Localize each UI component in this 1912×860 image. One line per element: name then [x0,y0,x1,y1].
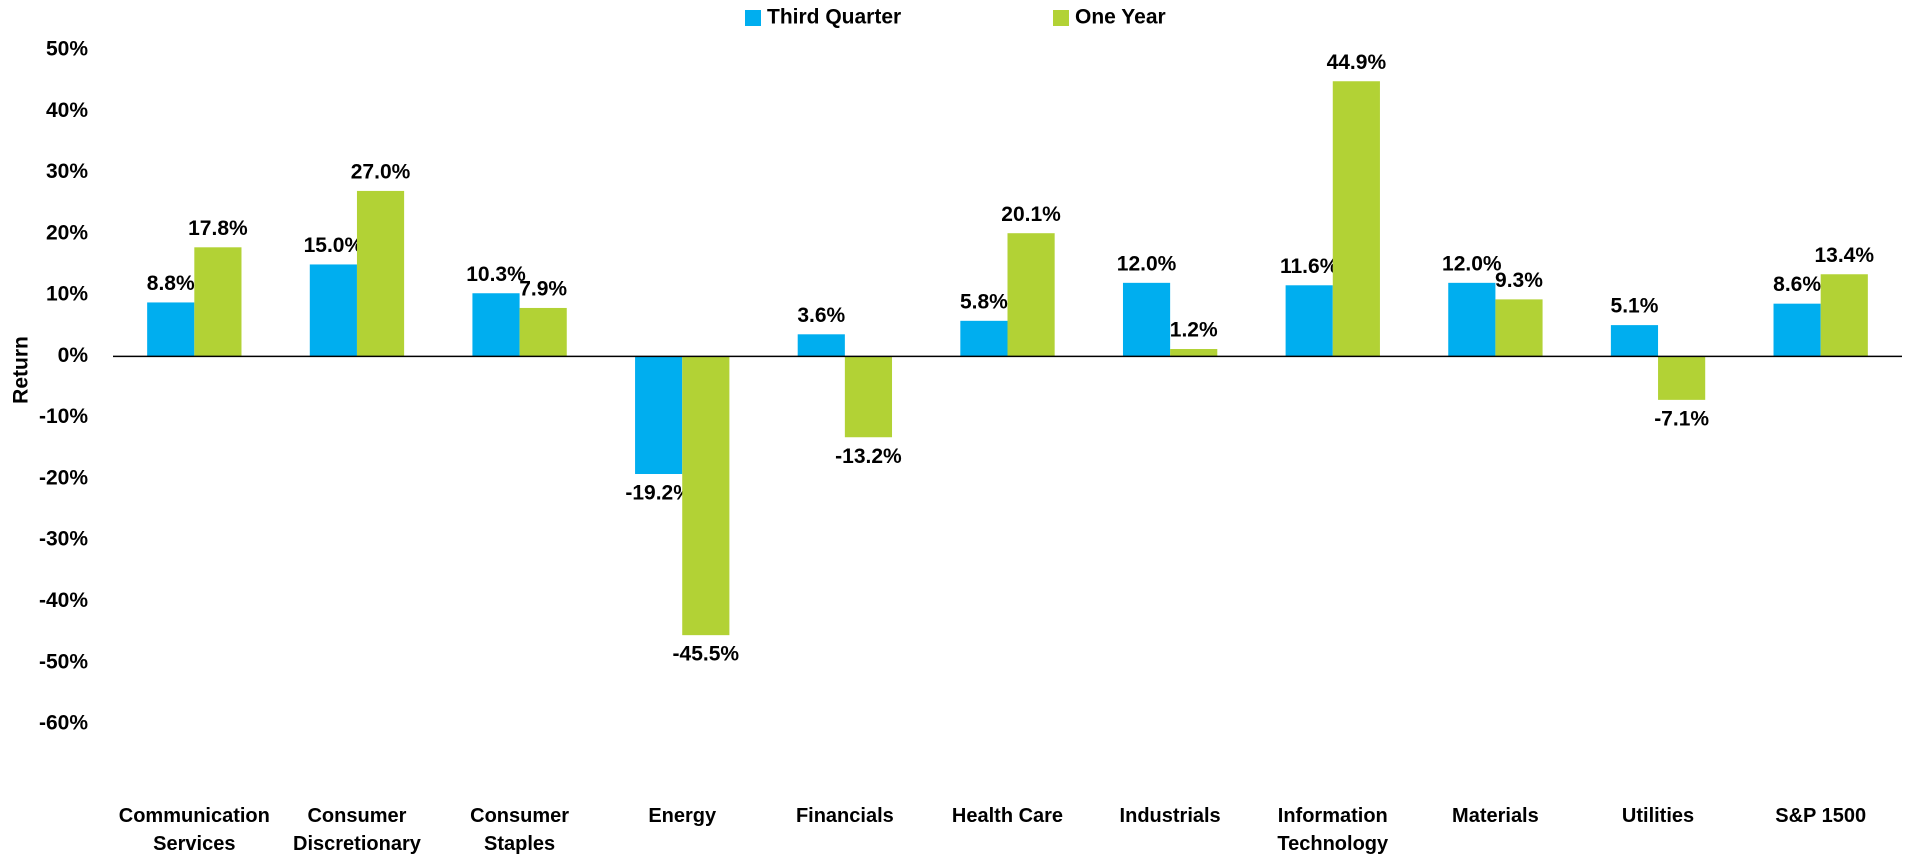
y-tick-label: 50% [46,38,88,61]
bar [797,334,845,357]
bar [635,356,683,475]
bar [1332,81,1380,357]
bar [472,293,520,357]
bar [1170,349,1218,357]
bar [1820,274,1868,357]
x-tick-label: Consumer Discretionary [293,805,421,855]
bar [1007,233,1055,357]
value-label: 12.0% [1442,252,1502,275]
legend-swatch [1053,10,1069,26]
x-tick-label: Industrials [1119,805,1221,827]
value-label: 44.9% [1327,51,1387,74]
value-label: 8.6% [1773,273,1821,296]
x-tick-label: Materials [1452,805,1539,827]
value-label: -45.5% [673,643,740,666]
value-label: 10.3% [466,263,526,286]
y-tick-label: 0% [58,344,89,367]
y-tick-label: 30% [46,160,88,183]
x-tick-label: Consumer Staples [470,805,570,855]
value-label: 27.0% [351,160,411,183]
y-tick-label: -40% [39,589,88,612]
x-tick-label: Information Technology [1277,805,1389,855]
value-label: 11.6% [1280,255,1339,278]
x-tick-label: Financials [795,805,894,827]
y-tick-label: -50% [39,650,88,673]
value-label: 17.8% [188,217,248,240]
bar [356,190,405,357]
value-label: 8.8% [147,272,195,295]
y-tick-label: 10% [46,283,88,306]
value-label: 1.2% [1170,319,1218,342]
bar [519,307,567,357]
bar [194,247,242,357]
bar [844,356,893,438]
y-tick-label: -20% [39,466,88,489]
x-tick-label: Energy [648,805,717,827]
y-tick-label: -60% [39,712,88,735]
bar [1285,285,1333,357]
value-label: 12.0% [1117,252,1177,275]
bar [1610,325,1659,357]
value-label: 15.0% [304,234,364,257]
value-label: 20.1% [1001,203,1061,226]
x-tick-label: Communication Services [118,805,270,855]
legend-swatch [745,10,761,26]
bar [1495,299,1543,357]
value-label: 5.8% [960,290,1008,313]
value-label: 7.9% [519,278,567,301]
x-tick-label: Health Care [951,805,1064,827]
legend-label: One Year [1075,6,1166,29]
value-label: 3.6% [797,304,845,327]
x-tick-label: S&P 1500 [1775,805,1867,827]
value-label: 13.4% [1814,244,1874,267]
y-axis-title: Return [10,336,33,404]
legend-label: Third Quarter [767,6,901,29]
bar [682,356,730,636]
y-tick-label: -10% [39,405,88,428]
bar [960,320,1008,357]
bar [147,302,195,357]
y-tick-label: -30% [39,528,88,551]
bar [309,264,357,357]
y-tick-label: 40% [46,99,88,122]
bar [1122,282,1171,357]
value-label: -13.2% [835,445,902,468]
value-label: 9.3% [1495,269,1543,292]
value-label: -7.1% [1654,407,1709,430]
bar [1773,303,1821,357]
bar [1658,356,1706,400]
x-tick-label: Utilities [1621,805,1695,827]
value-label: -19.2% [625,482,692,505]
value-label: 5.1% [1611,295,1659,318]
y-tick-label: 20% [46,221,88,244]
bar [1448,282,1496,357]
